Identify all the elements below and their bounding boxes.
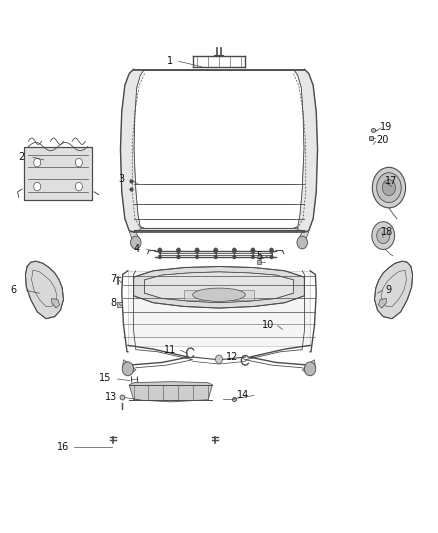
Text: 2: 2 [18,152,24,162]
Text: 17: 17 [385,176,397,186]
Polygon shape [128,271,310,346]
Circle shape [372,167,406,208]
Polygon shape [378,298,386,308]
Polygon shape [134,266,304,308]
Text: 6: 6 [11,286,17,295]
Text: 15: 15 [99,374,112,383]
Polygon shape [145,272,293,303]
Circle shape [75,182,82,191]
Polygon shape [134,69,304,70]
Circle shape [372,222,395,249]
Circle shape [270,255,273,259]
Circle shape [195,248,199,253]
Text: 4: 4 [134,244,140,254]
Polygon shape [302,360,315,374]
Circle shape [377,173,401,203]
Circle shape [122,362,134,376]
Polygon shape [374,261,413,319]
Text: 13: 13 [105,392,117,402]
Circle shape [233,255,236,259]
Circle shape [269,248,274,253]
Text: 5: 5 [257,252,263,261]
Polygon shape [120,69,144,232]
Circle shape [75,158,82,167]
Text: 7: 7 [110,274,116,284]
Polygon shape [294,69,318,232]
Text: 16: 16 [57,442,69,451]
Circle shape [214,248,218,253]
Polygon shape [134,228,304,232]
Text: 8: 8 [110,298,116,308]
Text: 9: 9 [385,286,392,295]
Text: 11: 11 [164,345,176,354]
Polygon shape [123,360,136,374]
Text: 3: 3 [119,174,125,183]
Circle shape [251,255,255,259]
Circle shape [34,182,41,191]
Text: 19: 19 [380,122,392,132]
Circle shape [304,362,316,376]
Circle shape [131,236,141,249]
Circle shape [176,248,180,253]
Circle shape [34,158,41,167]
Circle shape [232,248,237,253]
Circle shape [158,248,162,253]
Polygon shape [25,261,64,319]
Polygon shape [129,382,212,402]
Circle shape [195,255,199,259]
Text: 14: 14 [237,391,250,400]
Polygon shape [117,302,122,307]
Text: 10: 10 [261,320,274,330]
Ellipse shape [193,288,245,302]
Circle shape [158,255,162,259]
Circle shape [382,180,396,196]
Circle shape [177,255,180,259]
Text: 18: 18 [381,227,393,237]
Polygon shape [24,147,92,200]
Text: 12: 12 [226,352,238,362]
Polygon shape [129,232,140,243]
Circle shape [377,228,390,244]
Circle shape [214,255,217,259]
Polygon shape [184,290,254,300]
Circle shape [251,248,255,253]
Text: 1: 1 [167,56,173,66]
Polygon shape [52,298,60,308]
Circle shape [215,355,223,364]
Circle shape [297,236,307,249]
Polygon shape [298,232,309,243]
Text: 20: 20 [376,135,388,145]
